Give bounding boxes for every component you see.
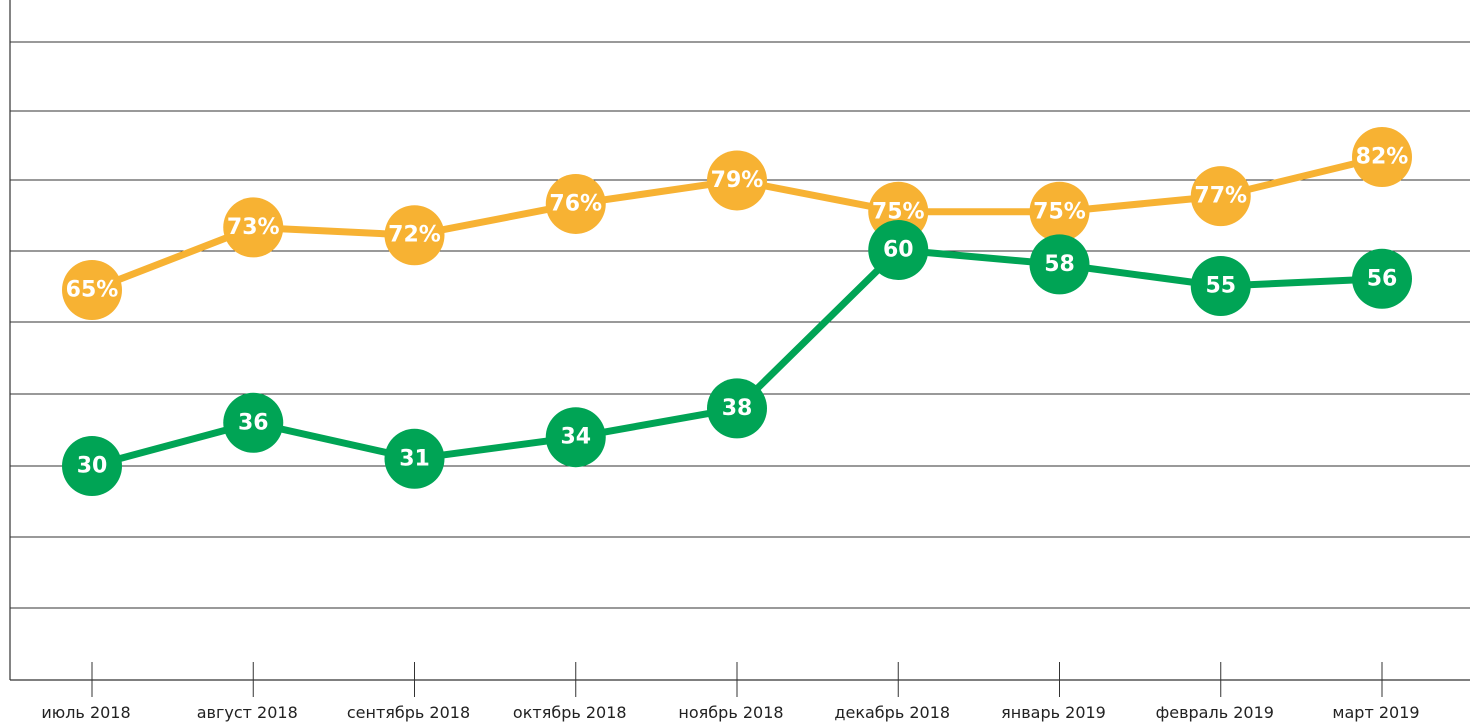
point-marker [1352,127,1412,187]
data-label: 56 [1367,266,1398,291]
data-label: 77% [1194,184,1247,209]
point-marker [223,392,284,453]
point-marker [62,260,122,320]
data-label: 60 [883,238,914,263]
data-label: 30 [77,454,108,479]
x-tick-label: август 2018 [197,703,298,722]
data-label: 75% [1033,199,1086,224]
data-label: 31 [399,446,430,471]
point-marker [384,205,445,266]
point-marker [62,436,122,496]
x-tick-label: февраль 2019 [1156,703,1274,722]
point-marker [223,197,284,258]
point-marker [707,378,767,439]
data-label: 65% [66,278,119,303]
x-tick-label: июль 2018 [41,703,130,722]
point-marker [868,220,929,280]
point-marker [1190,256,1251,316]
data-label: 55 [1205,274,1236,299]
point-marker [1352,248,1412,309]
x-tick-label: сентябрь 2018 [347,703,470,722]
data-label: 82% [1356,145,1409,170]
x-tick-label: ноябрь 2018 [678,703,783,722]
point-marker [545,173,606,234]
x-tick-label: март 2019 [1332,703,1419,722]
point-marker [707,150,767,211]
point-marker [1029,181,1090,242]
x-tick-label: декабрь 2018 [834,703,950,722]
data-label: 79% [711,168,764,193]
point-marker [1029,234,1090,295]
x-tick-label: январь 2019 [1001,703,1106,722]
data-label: 73% [227,215,280,240]
data-label: 34 [560,425,591,450]
point-marker [1190,166,1251,227]
data-label: 36 [238,410,269,435]
point-marker [384,428,445,489]
grid [10,41,1470,609]
x-tick-label: октябрь 2018 [513,703,627,722]
data-label: 72% [388,223,441,248]
point-marker [545,407,606,468]
data-label: 76% [549,191,602,216]
data-label: 38 [722,396,753,421]
data-label: 58 [1044,252,1075,277]
